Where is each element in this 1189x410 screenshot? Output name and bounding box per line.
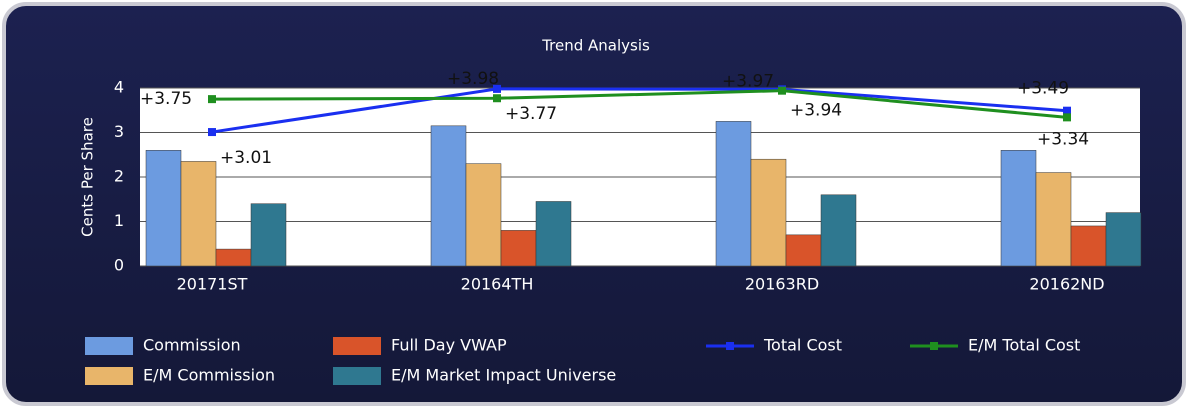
data-label: +3.34: [1037, 129, 1089, 149]
bar: [1105, 212, 1142, 267]
data-label: +3.75: [140, 89, 192, 109]
y-tick-label: 2: [114, 167, 124, 186]
y-tick-label: 3: [114, 122, 124, 141]
bar: [750, 158, 787, 267]
legend-label: E/M Commission: [143, 366, 275, 385]
legend-swatch: [930, 342, 938, 350]
x-tick-label: 20164TH: [461, 275, 534, 294]
legend-swatch: [85, 337, 133, 355]
x-tick-label: 20171ST: [177, 275, 248, 294]
legend-swatch: [333, 367, 381, 385]
bar: [500, 230, 537, 267]
bar: [1035, 172, 1072, 267]
x-tick-label: 20163RD: [745, 275, 819, 294]
legend-swatch: [333, 337, 381, 355]
data-label: +3.98: [447, 69, 499, 89]
legend-label: E/M Total Cost: [968, 336, 1080, 355]
bar: [535, 201, 572, 267]
data-label: +3.94: [790, 101, 842, 121]
point: [208, 128, 216, 137]
point: [208, 95, 216, 104]
data-label: +3.97: [722, 71, 774, 91]
x-tick-label: 20162ND: [1029, 275, 1104, 294]
legend-label: Full Day VWAP: [391, 336, 507, 355]
point: [493, 94, 501, 103]
bar: [820, 194, 857, 267]
legend-label: Total Cost: [763, 336, 842, 355]
point: [493, 84, 501, 93]
point: [1063, 106, 1071, 115]
line-series: [211, 89, 1068, 119]
legend-swatch: [726, 342, 734, 350]
y-tick-label: 0: [114, 256, 124, 275]
legend-swatch: [85, 367, 133, 385]
bar: [1070, 225, 1107, 267]
data-label: +3.77: [505, 104, 557, 124]
point: [1063, 113, 1071, 122]
point: [778, 86, 786, 95]
bar: [785, 234, 822, 267]
legend-label: E/M Market Impact Universe: [391, 366, 616, 385]
y-tick-label: 1: [114, 211, 124, 230]
bar: [430, 125, 467, 267]
y-axis-label: Cents Per Share: [79, 117, 97, 237]
data-label: +3.49: [1017, 79, 1069, 99]
bar: [465, 163, 502, 267]
bar: [1000, 150, 1037, 267]
bar: [715, 121, 752, 267]
bar: [250, 203, 287, 267]
chart-title: Trend Analysis: [541, 37, 650, 55]
legend-label: Commission: [143, 336, 241, 355]
data-label: +3.01: [220, 148, 272, 168]
bar: [180, 161, 217, 267]
bar: [215, 248, 252, 267]
bar: [145, 150, 182, 267]
y-tick-label: 4: [114, 78, 124, 97]
line-series: [211, 87, 1068, 134]
